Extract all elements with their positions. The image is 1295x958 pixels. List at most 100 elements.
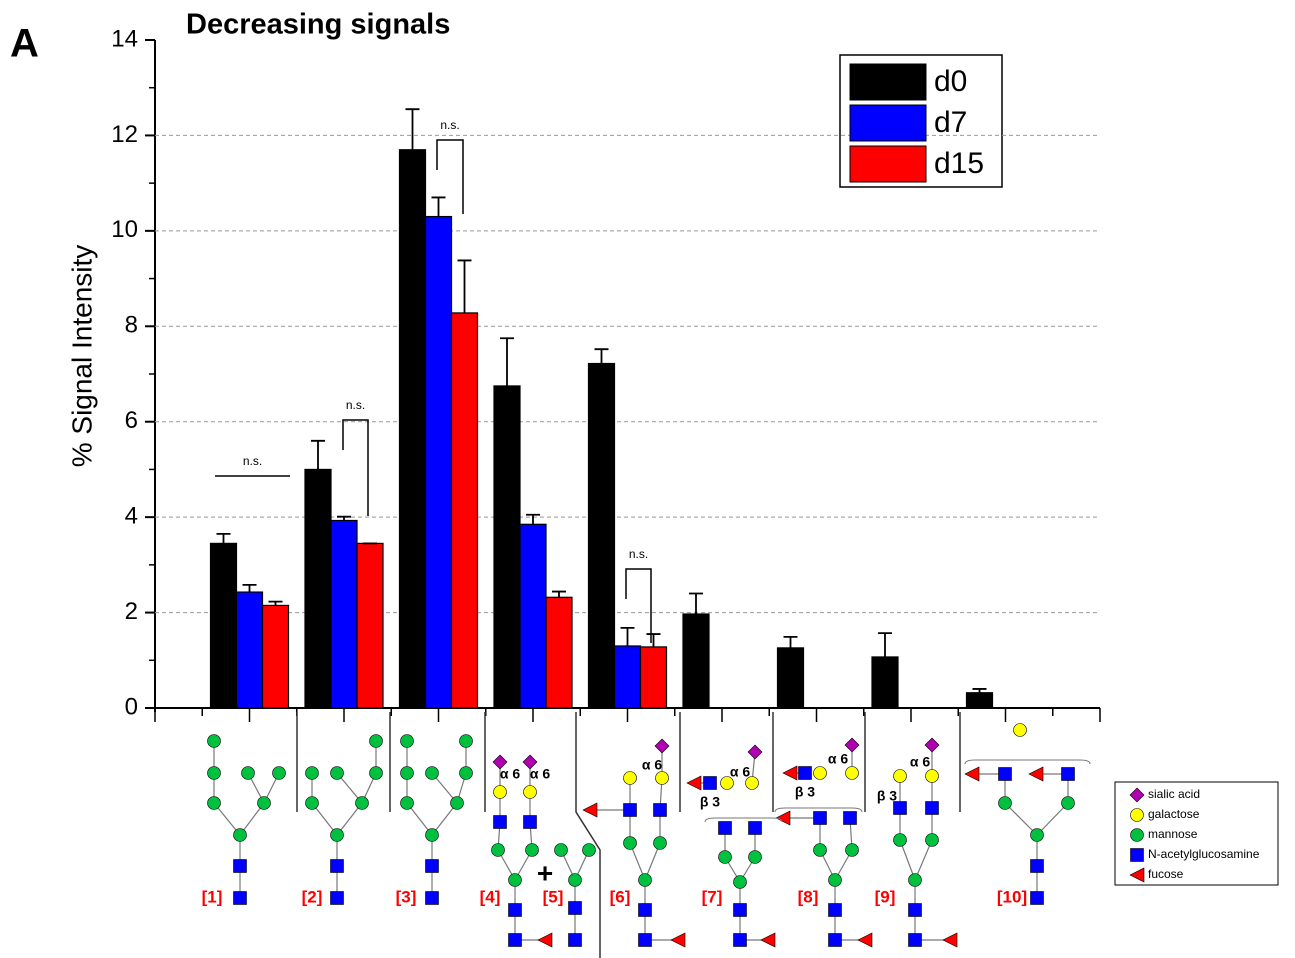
mannose bbox=[526, 844, 539, 857]
linkage-label: β 3 bbox=[700, 794, 720, 810]
glcnac bbox=[719, 822, 732, 835]
bar bbox=[263, 605, 289, 708]
error-bar bbox=[526, 515, 540, 525]
mannose bbox=[894, 834, 907, 847]
fucose bbox=[783, 766, 797, 780]
linkage-label: α 6 bbox=[500, 766, 520, 782]
mannose bbox=[569, 874, 582, 887]
mannose bbox=[639, 874, 652, 887]
structure-label: [1] bbox=[202, 887, 223, 906]
mannose bbox=[208, 767, 221, 780]
mannose bbox=[846, 844, 859, 857]
mannose bbox=[258, 797, 271, 810]
y-tick-label: 8 bbox=[125, 312, 138, 339]
mannose bbox=[583, 844, 596, 857]
fucose bbox=[776, 811, 790, 825]
glcnac bbox=[331, 860, 344, 873]
mannose bbox=[719, 851, 732, 864]
error-bar bbox=[432, 197, 446, 216]
glcnac bbox=[1131, 849, 1144, 862]
bar bbox=[357, 543, 383, 708]
bracket bbox=[965, 760, 1090, 764]
glcnac bbox=[734, 934, 747, 947]
glcnac bbox=[234, 860, 247, 873]
mannose bbox=[331, 829, 344, 842]
mannose bbox=[331, 767, 344, 780]
glcnac bbox=[1062, 768, 1075, 781]
mannose bbox=[1131, 829, 1144, 842]
bar bbox=[872, 657, 898, 708]
linkage-label: α 6 bbox=[730, 764, 750, 780]
glycan-key-label: mannose bbox=[1148, 827, 1198, 841]
bar bbox=[683, 614, 709, 708]
fucose bbox=[858, 933, 872, 947]
significance-bracket bbox=[343, 420, 368, 516]
mannose bbox=[401, 767, 414, 780]
mannose bbox=[242, 767, 255, 780]
error-bar bbox=[311, 441, 325, 470]
error-bar bbox=[458, 260, 472, 312]
mannose bbox=[370, 735, 383, 748]
glcnac bbox=[926, 802, 939, 815]
bar bbox=[400, 150, 426, 708]
galactose bbox=[926, 770, 939, 783]
bar bbox=[615, 646, 641, 708]
glcnac bbox=[426, 892, 439, 905]
linkage-label: α 6 bbox=[530, 766, 550, 782]
galactose bbox=[1014, 724, 1027, 737]
mannose bbox=[234, 829, 247, 842]
y-axis-label: % Signal Intensity bbox=[66, 245, 97, 468]
mannose bbox=[208, 797, 221, 810]
glcnac bbox=[639, 904, 652, 917]
significance-bracket bbox=[437, 140, 463, 214]
structure-label: [6] bbox=[610, 887, 631, 906]
mannose bbox=[1062, 797, 1075, 810]
y-tick-label: 0 bbox=[125, 693, 138, 720]
structure-label: [10] bbox=[997, 887, 1027, 906]
glcnac bbox=[509, 934, 522, 947]
significance-label: n.s. bbox=[440, 118, 459, 132]
y-tick-label: 4 bbox=[125, 502, 138, 529]
structure-label: [7] bbox=[702, 887, 723, 906]
glcnac bbox=[814, 812, 827, 825]
error-bar bbox=[552, 592, 566, 598]
galactose bbox=[624, 772, 637, 785]
glycan-key-label: galactose bbox=[1148, 807, 1200, 821]
y-tick-label: 14 bbox=[111, 25, 138, 52]
glcnac bbox=[1031, 860, 1044, 873]
mannose bbox=[401, 797, 414, 810]
mannose bbox=[555, 844, 568, 857]
glcnac bbox=[524, 816, 537, 829]
galactose bbox=[656, 772, 669, 785]
glcnac bbox=[734, 904, 747, 917]
glcnac bbox=[624, 804, 637, 817]
sialic-acid bbox=[748, 745, 762, 759]
glcnac bbox=[234, 892, 247, 905]
plus-sign: + bbox=[537, 857, 553, 888]
glcnac bbox=[749, 822, 762, 835]
structure-label: [2] bbox=[302, 887, 323, 906]
legend-label: d15 bbox=[934, 147, 984, 180]
bar bbox=[520, 524, 546, 708]
galactose bbox=[494, 786, 507, 799]
bar bbox=[426, 217, 452, 708]
mannose bbox=[624, 837, 637, 850]
legend-swatch bbox=[850, 146, 926, 182]
glcnac bbox=[639, 934, 652, 947]
glycan-key-label: fucose bbox=[1148, 867, 1184, 881]
fucose bbox=[761, 933, 775, 947]
mannose bbox=[426, 829, 439, 842]
y-tick-label: 10 bbox=[111, 216, 138, 243]
mannose bbox=[356, 797, 369, 810]
significance-label: n.s. bbox=[346, 398, 365, 412]
glcnac bbox=[704, 777, 717, 790]
separator bbox=[576, 712, 600, 958]
bar bbox=[237, 592, 263, 708]
y-tick-label: 6 bbox=[125, 407, 138, 434]
error-bar bbox=[689, 593, 703, 614]
glycan-key-label: N-acetylglucosamine bbox=[1148, 847, 1260, 861]
bracket bbox=[705, 818, 782, 822]
bar bbox=[331, 520, 357, 708]
linkage-label: β 3 bbox=[795, 784, 815, 800]
panel-label: A bbox=[10, 22, 39, 66]
